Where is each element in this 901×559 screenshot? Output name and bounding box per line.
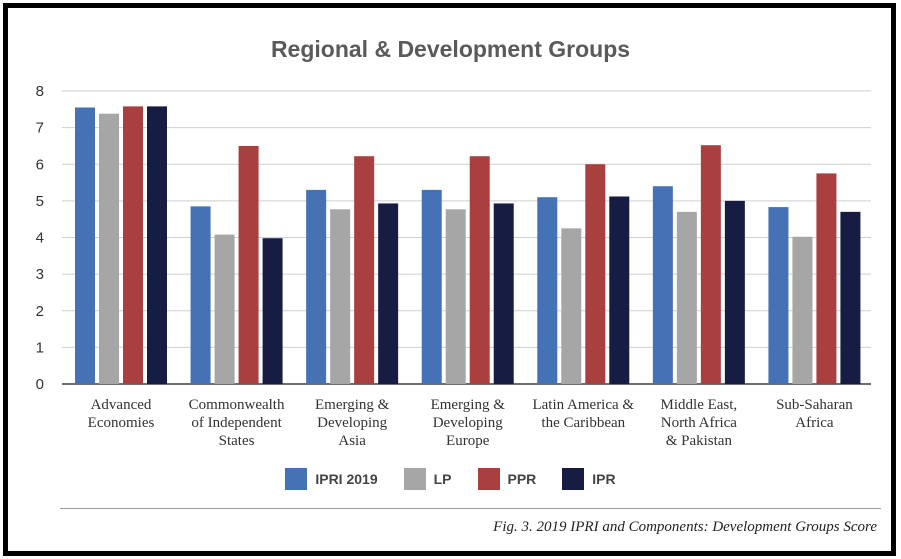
x-tick-label: Emerging & xyxy=(315,397,390,413)
legend-item: PPR xyxy=(477,468,537,490)
legend-label: PPR xyxy=(507,471,537,487)
bar xyxy=(214,234,235,384)
y-tick-label: 7 xyxy=(36,120,44,137)
bar xyxy=(700,145,721,384)
bar xyxy=(724,200,745,384)
x-tick-label: Asia xyxy=(338,433,366,449)
bar xyxy=(99,113,119,385)
bar xyxy=(238,145,259,384)
bar xyxy=(262,238,283,384)
x-tick-label: Emerging & xyxy=(431,397,506,413)
y-tick-label: 8 xyxy=(36,83,44,100)
bar xyxy=(768,207,789,384)
x-tick-label: the Caribbean xyxy=(541,415,625,431)
bar xyxy=(190,206,211,384)
y-tick-label: 6 xyxy=(36,156,44,173)
x-tick-label: & Pakistan xyxy=(666,433,733,449)
y-tick-label: 2 xyxy=(36,303,44,320)
x-tick-label: Africa xyxy=(795,415,834,431)
y-tick-label: 1 xyxy=(36,339,44,356)
y-tick-label: 3 xyxy=(36,266,44,283)
legend-label: IPRI 2019 xyxy=(315,471,378,487)
legend-label: LP xyxy=(433,471,452,487)
bar xyxy=(585,164,606,384)
bar xyxy=(792,236,813,384)
x-tick-label: Latin America & xyxy=(532,397,634,413)
x-tick-label: Europe xyxy=(446,433,490,449)
legend-item: IPRI 2019 xyxy=(285,468,378,490)
legend-swatch xyxy=(562,468,585,490)
x-tick-label: Developing xyxy=(317,415,387,431)
x-tick-label: North Africa xyxy=(661,415,738,431)
legend-item: LP xyxy=(403,468,452,490)
legend-swatch xyxy=(477,468,500,490)
chart-legend: IPRI 2019 LP PPR IPR xyxy=(0,468,901,490)
bar xyxy=(609,196,630,384)
bar xyxy=(816,173,837,384)
x-tick-label: Middle East, xyxy=(661,397,738,413)
bar xyxy=(840,211,861,384)
bar xyxy=(378,203,399,384)
legend-label: IPR xyxy=(592,471,616,487)
bar xyxy=(123,106,143,384)
x-tick-label: Developing xyxy=(433,415,503,431)
legend-item: IPR xyxy=(562,468,616,490)
legend-swatch xyxy=(403,468,426,490)
x-tick-label: States xyxy=(219,433,255,449)
x-tick-label: Economies xyxy=(88,415,155,431)
bar xyxy=(652,186,673,384)
bar xyxy=(537,197,558,384)
legend-swatch xyxy=(285,468,308,490)
figure-caption: Fig. 3. 2019 IPRI and Components: Develo… xyxy=(493,519,877,535)
y-tick-label: 4 xyxy=(36,230,44,247)
bar xyxy=(75,107,95,384)
chart-title: Regional & Development Groups xyxy=(270,36,631,62)
bar xyxy=(676,211,697,384)
y-tick-label: 5 xyxy=(36,193,44,210)
bar xyxy=(445,209,466,384)
x-tick-label: Sub-Saharan xyxy=(776,397,853,413)
bar xyxy=(469,156,490,384)
x-tick-label: Advanced xyxy=(91,397,152,413)
bar xyxy=(421,189,442,384)
caption-divider xyxy=(60,508,881,509)
bar xyxy=(354,156,375,384)
bar xyxy=(306,189,327,384)
bar xyxy=(147,106,167,384)
bar xyxy=(493,203,514,384)
y-tick-label: 0 xyxy=(36,376,44,393)
x-tick-label: Commonwealth xyxy=(189,397,285,413)
bar xyxy=(330,209,351,384)
x-tick-label: of Independent xyxy=(191,415,282,431)
bar xyxy=(561,228,582,384)
